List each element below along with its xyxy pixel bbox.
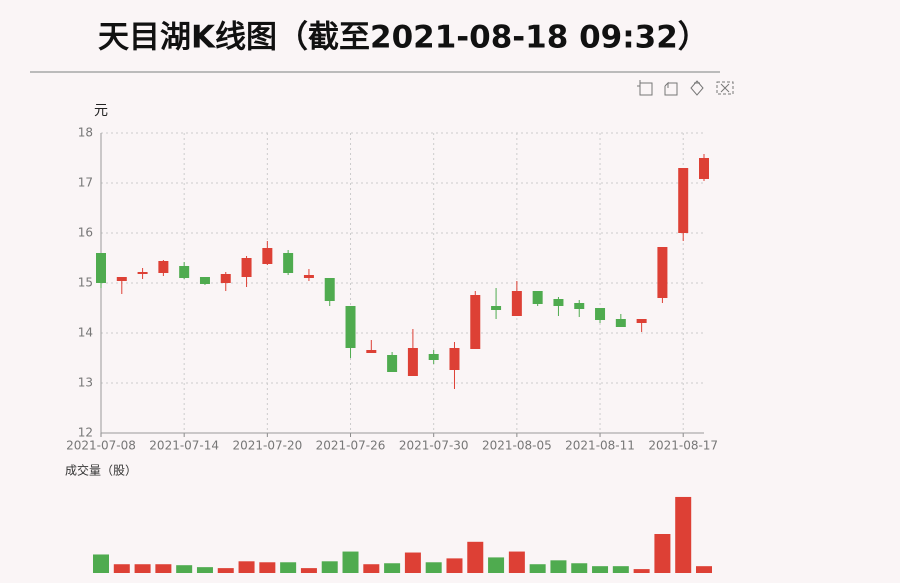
volume-bar [488,557,505,573]
candle-body [636,319,647,323]
volume-bar [384,563,401,573]
volume-bar [550,560,567,573]
candle-body [366,350,377,353]
volume-bar [675,496,692,573]
volume-bar [446,558,463,573]
candle-body [220,274,231,283]
volume-bar [529,564,546,573]
volume-bar [612,566,629,573]
candle-body [303,275,314,278]
candle-body [428,354,439,360]
save-button[interactable] [716,81,734,95]
candle-body [407,348,418,376]
volume-bar [321,561,338,573]
y-tick-label: 12 [78,426,93,440]
candle-body [595,308,606,320]
candle-body [199,277,210,284]
toolbar [637,80,734,96]
volume-bar [425,562,442,573]
volume-bar [113,564,130,573]
x-tick-label: 2021-07-30 [399,439,469,453]
volume-bar [280,562,297,573]
volume-bar [404,552,421,573]
volume-bar [300,568,317,573]
candle-body [241,258,252,277]
restore-button[interactable] [664,81,678,96]
candle-body [470,295,481,349]
x-tick-label: 2021-08-11 [565,439,635,453]
candle-body [553,299,564,306]
x-tick-label: 2021-07-08 [66,439,136,453]
volume-bar [342,551,359,573]
x-tick-label: 2021-07-26 [316,439,386,453]
y-tick-label: 13 [78,376,93,390]
volume-bar [633,569,650,573]
y-tick-label: 14 [78,326,93,340]
volume-bar [467,541,484,573]
volume-bar [259,562,276,573]
candle-body [574,303,585,309]
candle-body [96,253,106,283]
candle-body [511,291,522,316]
volume-bar [176,565,193,573]
candle-body [137,272,148,274]
x-tick-label: 2021-07-14 [149,439,219,453]
candle-body [179,266,190,278]
x-tick-label: 2021-08-05 [482,439,552,453]
x-tick-label: 2021-08-17 [648,439,718,453]
candle-body [387,355,398,372]
candle-body [532,291,543,304]
volume-bar [592,566,609,573]
volume-bar [508,551,525,573]
candle-body [283,253,294,273]
zoom-button[interactable] [637,80,653,96]
candle-body [615,319,626,327]
y-tick-label: 17 [78,176,93,190]
page-title: 天目湖K线图（截至2021-08-18 09:32） [98,20,709,56]
volume-bar [238,561,255,573]
volume-bar [155,564,172,573]
candle-body [449,348,460,370]
candle-body [699,158,709,179]
x-tick-label: 2021-07-20 [232,439,302,453]
volume-bar [363,564,380,573]
candle-body [678,168,689,233]
y-tick-label: 16 [78,226,93,240]
candle-body [324,278,335,301]
y-tick-label: 15 [78,276,93,290]
candle-body [116,277,127,281]
y-tick-label: 18 [78,126,93,140]
candle-body [491,306,502,310]
candle-body [657,247,668,298]
candle-body [345,306,356,348]
y-axis-label: 元 [94,103,108,119]
volume-bar [217,568,234,573]
volume-bar [571,563,588,573]
volume-bar [696,566,712,573]
volume-bar [654,534,671,573]
candle-body [158,261,169,273]
volume-title: 成交量（股） [65,463,137,478]
volume-bar [93,554,109,573]
candle-body [262,248,273,264]
volume-bar [196,567,213,573]
volume-bar [134,564,151,573]
refresh-button[interactable] [690,80,704,96]
